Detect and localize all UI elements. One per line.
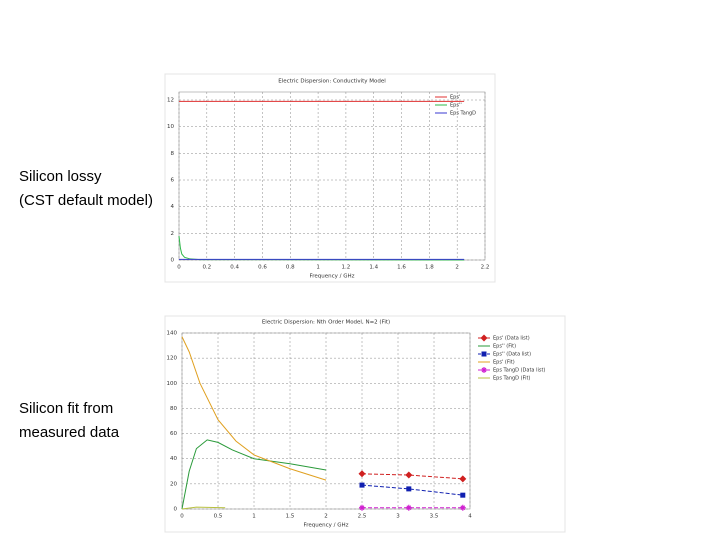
x-axis-label: Frequency / GHz bbox=[303, 523, 348, 529]
x-tick-label: 1 bbox=[252, 514, 256, 520]
x-tick-label: 0.4 bbox=[230, 265, 239, 271]
x-tick-label: 0.8 bbox=[286, 265, 295, 271]
x-tick-label: 3.5 bbox=[430, 514, 439, 520]
label-line: (CST default model) bbox=[19, 192, 153, 209]
legend-label: Eps' (Fit) bbox=[493, 360, 515, 366]
marker bbox=[359, 504, 365, 511]
legend-label: Eps'' (Fit) bbox=[493, 344, 516, 350]
y-tick-label: 40 bbox=[170, 456, 177, 462]
y-tick-label: 0 bbox=[171, 258, 175, 264]
label-line: measured data bbox=[19, 424, 120, 441]
x-tick-label: 0.2 bbox=[202, 265, 211, 271]
marker bbox=[481, 351, 487, 357]
x-tick-label: 0.5 bbox=[214, 514, 223, 520]
marker bbox=[405, 471, 413, 479]
legend-label: Eps'' (Data list) bbox=[493, 352, 531, 358]
marker bbox=[481, 367, 487, 373]
x-tick-label: 1.2 bbox=[342, 265, 351, 271]
marker bbox=[459, 475, 467, 483]
legend-label: Eps TangD (Data list) bbox=[493, 368, 545, 374]
slide-label: Silicon lossy (CST default model) bbox=[19, 165, 153, 213]
y-tick-label: 12 bbox=[167, 98, 174, 104]
marker bbox=[359, 482, 365, 488]
marker bbox=[406, 486, 412, 492]
x-tick-label: 1.6 bbox=[397, 265, 406, 271]
x-tick-label: 3 bbox=[396, 514, 400, 520]
marker bbox=[459, 504, 466, 511]
x-tick-label: 2.5 bbox=[358, 514, 367, 520]
x-tick-label: 0.6 bbox=[258, 265, 267, 271]
y-tick-label: 140 bbox=[167, 331, 178, 337]
y-tick-label: 60 bbox=[170, 431, 177, 437]
y-tick-label: 8 bbox=[171, 151, 175, 157]
series-line bbox=[181, 439, 327, 510]
series-line bbox=[181, 506, 226, 510]
chart-title: Electric Dispersion: Nth Order Model, N=… bbox=[262, 320, 390, 326]
x-tick-label: 0 bbox=[180, 514, 184, 520]
x-tick-label: 4 bbox=[468, 514, 472, 520]
x-axis-label: Frequency / GHz bbox=[309, 274, 354, 280]
series-line bbox=[361, 473, 463, 480]
series-line bbox=[181, 336, 327, 481]
legend-label: Eps TangD bbox=[450, 111, 476, 117]
y-tick-label: 80 bbox=[170, 406, 177, 412]
legend-label: Eps' bbox=[450, 95, 460, 101]
slide-label: Silicon fit from measured data bbox=[19, 397, 119, 445]
label-line: Silicon lossy bbox=[19, 168, 102, 185]
series-line bbox=[361, 484, 463, 496]
y-tick-label: 2 bbox=[171, 231, 175, 237]
legend-label: Eps'' bbox=[450, 103, 462, 109]
y-tick-label: 100 bbox=[167, 381, 178, 387]
marker bbox=[405, 504, 412, 511]
y-tick-label: 4 bbox=[171, 204, 175, 210]
y-tick-label: 120 bbox=[167, 356, 178, 362]
y-tick-label: 0 bbox=[174, 507, 178, 513]
y-tick-label: 20 bbox=[170, 481, 177, 487]
y-tick-label: 10 bbox=[167, 124, 174, 130]
x-tick-label: 2.2 bbox=[481, 265, 490, 271]
plot-area bbox=[178, 91, 486, 261]
legend-label: Eps TangD (Fit) bbox=[493, 376, 530, 382]
x-tick-label: 2 bbox=[324, 514, 328, 520]
label-line: Silicon fit from bbox=[19, 400, 114, 417]
marker bbox=[460, 492, 466, 498]
x-tick-label: 1.8 bbox=[425, 265, 434, 271]
x-tick-label: 1 bbox=[316, 265, 320, 271]
marker bbox=[480, 334, 488, 342]
y-tick-label: 6 bbox=[171, 178, 175, 184]
chart-title: Electric Dispersion: Conductivity Model bbox=[278, 79, 386, 85]
legend-label: Eps' (Data list) bbox=[493, 336, 530, 342]
x-tick-label: 2 bbox=[455, 265, 459, 271]
x-tick-label: 1.5 bbox=[286, 514, 295, 520]
x-tick-label: 0 bbox=[177, 265, 181, 271]
x-tick-label: 1.4 bbox=[369, 265, 378, 271]
marker bbox=[358, 470, 366, 478]
